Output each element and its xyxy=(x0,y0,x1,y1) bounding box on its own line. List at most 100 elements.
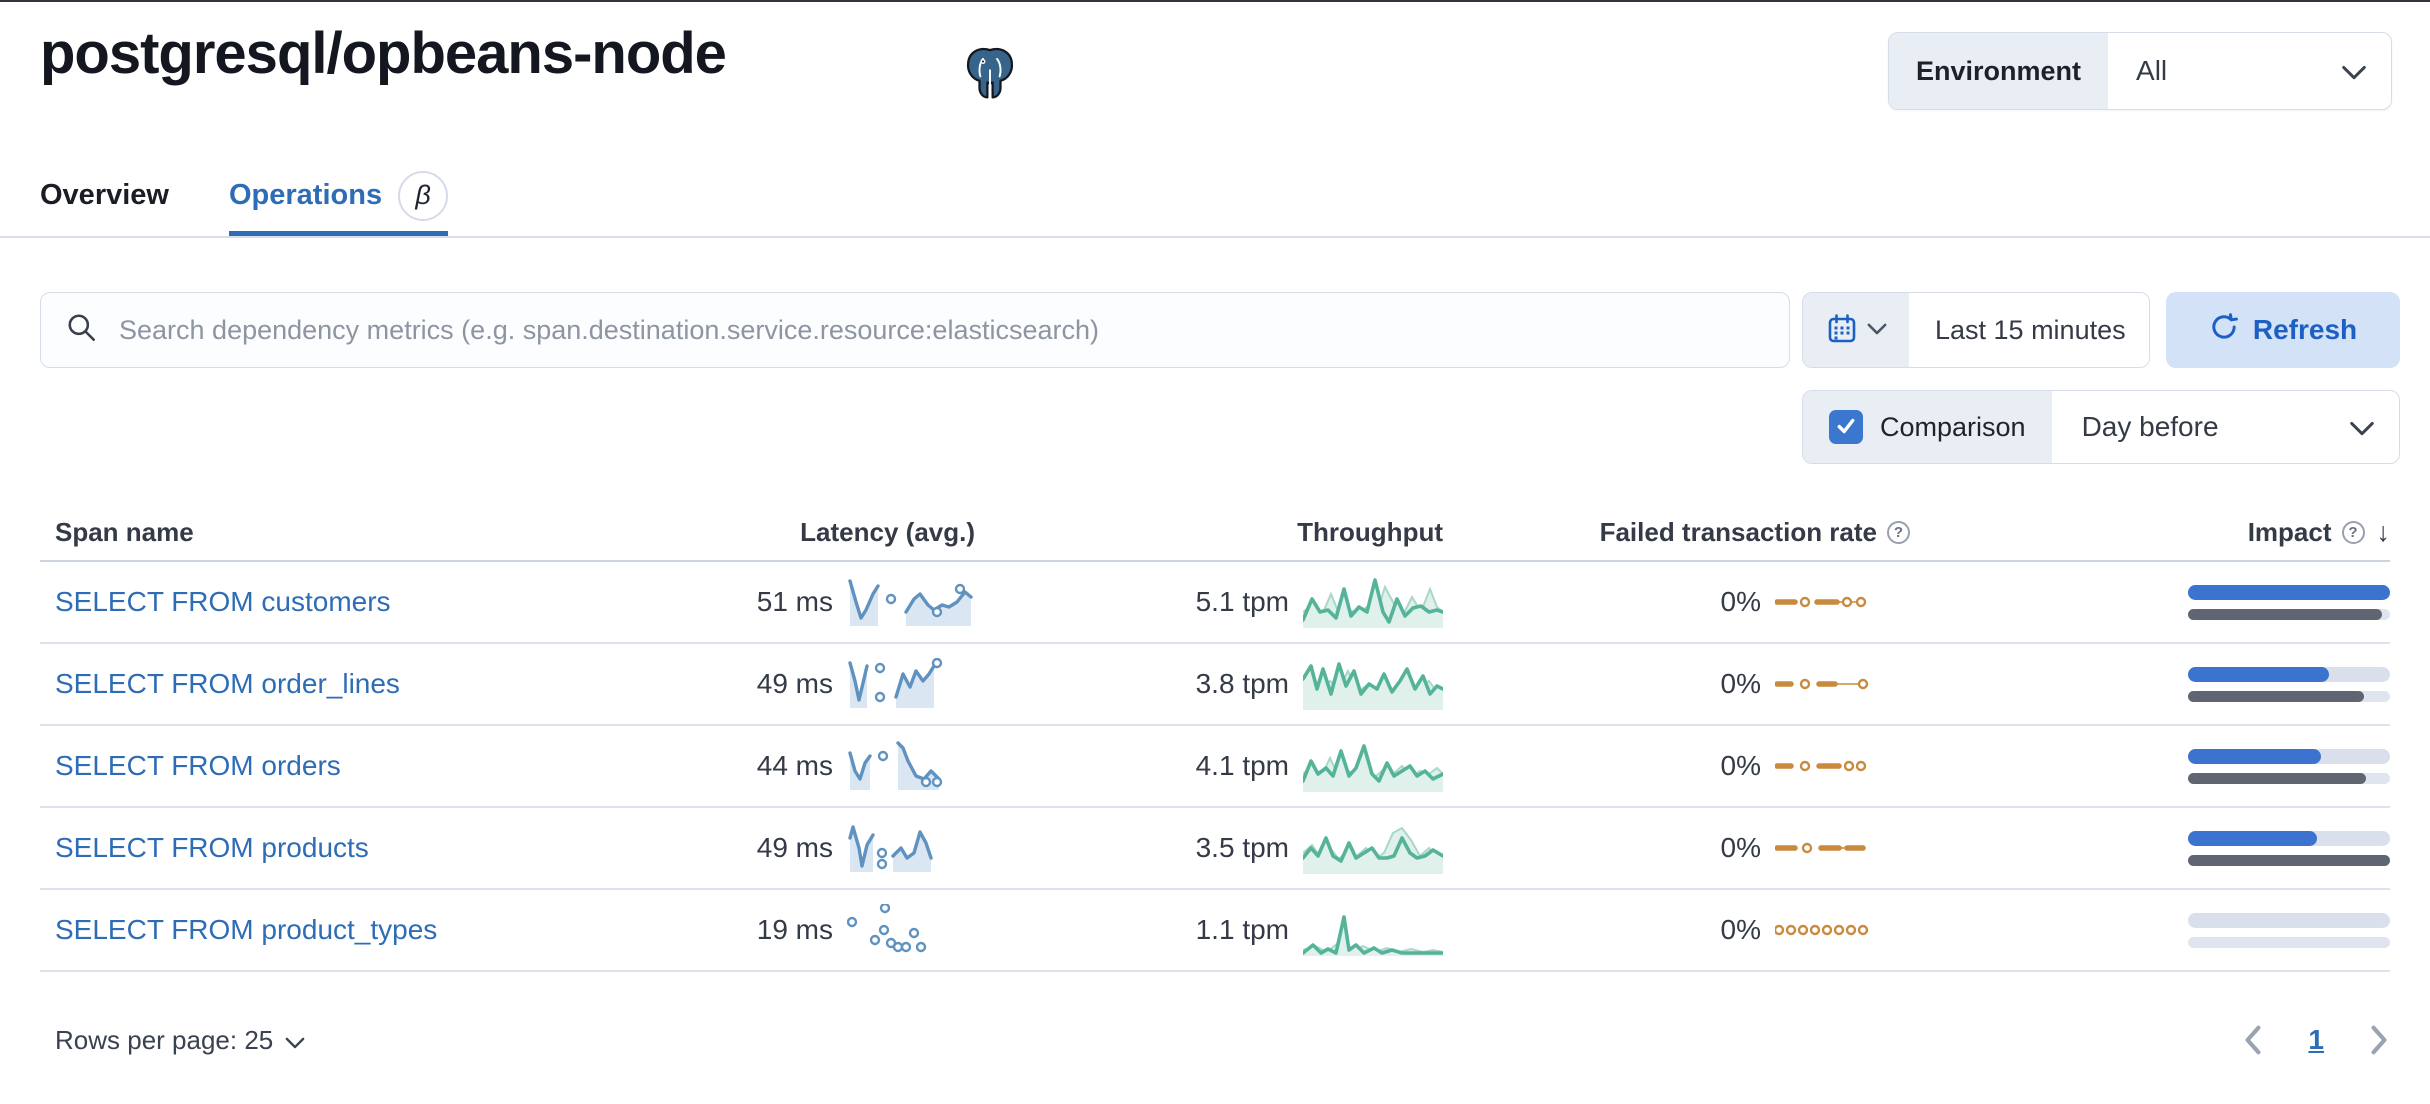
impact-bar-previous-track xyxy=(2188,690,2390,702)
latency-value: 19 ms xyxy=(756,914,833,945)
table-row: SELECT FROM product_types 19 ms 1.1 tpm … xyxy=(40,890,2390,972)
environment-filter-value: All xyxy=(2136,55,2168,86)
latency-sparkline xyxy=(848,579,973,626)
page-title: postgresql/opbeans-node xyxy=(40,21,727,86)
impact-bar-current-track xyxy=(2188,666,2390,682)
search-input-wrapper xyxy=(40,292,1790,368)
table-body: SELECT FROM customers 51 ms 5.1 tpm 0% xyxy=(40,562,2390,972)
comparison-control: Comparison Day before xyxy=(1802,390,2400,464)
span-name-link[interactable]: SELECT FROM product_types xyxy=(55,914,438,945)
latency-sparkline xyxy=(847,904,927,953)
window-top-edge xyxy=(0,0,2430,2)
table-row: SELECT FROM order_lines 49 ms 3.8 tpm 0% xyxy=(40,644,2390,726)
throughput-value: 3.8 tpm xyxy=(1195,668,1289,699)
failed-rate-sparkline xyxy=(1775,678,1869,690)
chevron-down-icon xyxy=(285,1025,305,1056)
column-header-span-name[interactable]: Span name xyxy=(55,517,194,547)
throughput-sparkline xyxy=(1303,915,1443,956)
previous-page-button[interactable] xyxy=(2242,1025,2264,1055)
failed-rate-sparkline xyxy=(1775,760,1867,772)
table-row: SELECT FROM customers 51 ms 5.1 tpm 0% xyxy=(40,562,2390,644)
comparison-select-value: Day before xyxy=(2081,411,2219,442)
column-header-impact[interactable]: Impact ? ↓ xyxy=(2247,517,2391,547)
environment-filter-label: Environment xyxy=(1889,33,2109,109)
latency-sparkline xyxy=(848,658,943,708)
impact-bar-current-track xyxy=(2188,584,2390,600)
span-name-link[interactable]: SELECT FROM customers xyxy=(55,586,391,617)
failed-rate-value: 0% xyxy=(1720,914,1761,945)
page-number[interactable]: 1 xyxy=(2308,1024,2324,1055)
impact-bar-previous xyxy=(2188,608,2382,620)
comparison-label: Comparison xyxy=(1880,411,2026,442)
refresh-button-label: Refresh xyxy=(2252,314,2358,345)
impact-bars xyxy=(2188,584,2390,620)
date-picker-calendar-button[interactable] xyxy=(1803,293,1909,367)
help-icon[interactable]: ? xyxy=(1887,521,1910,544)
sort-desc-icon: ↓ xyxy=(2376,517,2391,547)
column-header-failed-rate[interactable]: Failed transaction rate ? xyxy=(1443,517,1910,548)
rows-per-page-button[interactable]: Rows per page: 25 xyxy=(40,1025,305,1056)
table-row: SELECT FROM orders 44 ms 4.1 tpm 0% xyxy=(40,726,2390,808)
impact-bars xyxy=(2188,830,2390,866)
impact-bars xyxy=(2188,912,2390,948)
time-range-button[interactable]: Last 15 minutes xyxy=(1909,293,2149,367)
comparison-select[interactable]: Day before xyxy=(2052,391,2399,463)
calendar-icon xyxy=(1826,313,1858,348)
impact-bar-previous xyxy=(2188,854,2390,866)
search-icon xyxy=(65,311,99,350)
throughput-sparkline xyxy=(1303,662,1443,710)
search-input[interactable] xyxy=(117,313,1765,347)
throughput-sparkline xyxy=(1303,744,1443,792)
help-icon[interactable]: ? xyxy=(2341,521,2365,544)
impact-bar-previous-track xyxy=(2188,854,2390,866)
latency-value: 49 ms xyxy=(756,832,833,863)
date-picker: Last 15 minutes xyxy=(1802,292,2150,368)
comparison-checkbox[interactable] xyxy=(1829,410,1863,444)
latency-sparkline xyxy=(848,741,943,790)
span-name-link[interactable]: SELECT FROM orders xyxy=(55,750,341,781)
beta-badge: β xyxy=(398,170,449,221)
postgresql-elephant-icon xyxy=(962,42,1018,107)
impact-bar-current xyxy=(2188,748,2322,764)
latency-value: 44 ms xyxy=(756,750,833,781)
refresh-button[interactable]: Refresh xyxy=(2166,292,2400,368)
pagination: 1 xyxy=(2242,1024,2390,1056)
next-page-button[interactable] xyxy=(2368,1025,2390,1055)
failed-rate-sparkline xyxy=(1775,842,1866,854)
tab-bar: Overview Operations β xyxy=(0,160,2430,238)
refresh-icon xyxy=(2209,312,2239,349)
tab-operations[interactable]: Operations β xyxy=(228,160,449,236)
impact-bars xyxy=(2188,748,2390,784)
impact-bar-current-track xyxy=(2188,912,2390,928)
latency-value: 49 ms xyxy=(756,668,833,699)
tab-overview-label: Overview xyxy=(40,179,169,211)
impact-bar-current-track xyxy=(2188,830,2390,846)
impact-bar-current xyxy=(2188,584,2390,600)
failed-rate-sparkline xyxy=(1775,596,1867,608)
impact-bar-current xyxy=(2188,666,2330,682)
column-header-latency[interactable]: Latency (avg.) xyxy=(800,517,975,547)
impact-bar-previous-track xyxy=(2188,936,2390,948)
tab-overview[interactable]: Overview xyxy=(40,160,169,236)
impact-bar-previous-track xyxy=(2188,772,2390,784)
span-name-link[interactable]: SELECT FROM order_lines xyxy=(55,668,400,699)
throughput-sparkline xyxy=(1303,578,1443,628)
rows-per-page-label: Rows per page: 25 xyxy=(55,1024,274,1055)
failed-rate-value: 0% xyxy=(1720,750,1761,781)
failed-rate-sparkline xyxy=(1775,924,1869,936)
latency-sparkline xyxy=(848,825,933,872)
impact-bar-current xyxy=(2188,830,2318,846)
chevron-down-icon xyxy=(1867,322,1887,338)
failed-rate-value: 0% xyxy=(1720,832,1761,863)
failed-rate-value: 0% xyxy=(1720,668,1761,699)
impact-bars xyxy=(2188,666,2390,702)
comparison-toggle: Comparison xyxy=(1803,391,2052,463)
environment-filter[interactable]: Environment All xyxy=(1888,32,2392,110)
impact-bar-previous xyxy=(2188,690,2364,702)
span-name-link[interactable]: SELECT FROM products xyxy=(55,832,369,863)
throughput-value: 3.5 tpm xyxy=(1195,832,1289,863)
table-row: SELECT FROM products 49 ms 3.5 tpm 0% xyxy=(40,808,2390,890)
throughput-sparkline xyxy=(1303,826,1443,874)
column-header-throughput[interactable]: Throughput xyxy=(1297,517,1443,547)
check-icon xyxy=(1835,412,1857,443)
